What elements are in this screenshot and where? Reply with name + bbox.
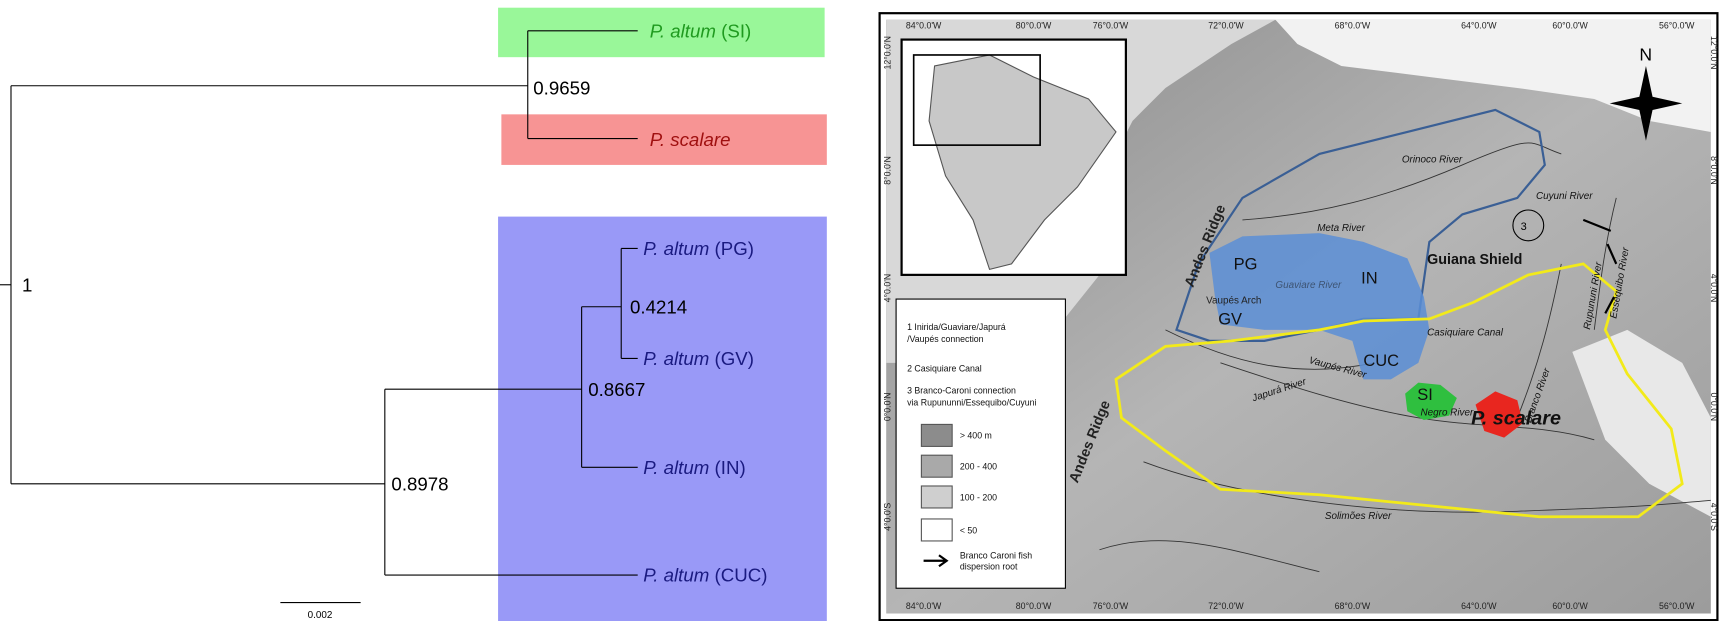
longitude-label: 60°0.0'W xyxy=(1552,601,1588,611)
legend-note: via Rupununni/Essequibo/Cuyuni xyxy=(907,398,1036,408)
river-label: Orinoco River xyxy=(1402,155,1463,166)
longitude-label: 64°0.0'W xyxy=(1461,601,1497,611)
figure-content: P. altum (SI) P. scalare P. altum (PG) P… xyxy=(0,8,1719,621)
legend-note: /Vaupés connection xyxy=(907,334,984,344)
legend-swatch xyxy=(921,519,952,541)
region-label: CUC xyxy=(1363,352,1399,370)
tip-label: P. altum (CUC) xyxy=(643,565,767,586)
region-label: PG xyxy=(1234,255,1258,273)
latitude-label: 8°0.0'N xyxy=(1709,156,1719,185)
longitude-label: 80°0.0'W xyxy=(1016,21,1052,31)
tip-label: P. altum (IN) xyxy=(643,457,745,478)
legend-label: 100 - 200 xyxy=(960,492,997,502)
legend-swatch xyxy=(921,455,952,477)
scale-label: 0.002 xyxy=(308,610,333,621)
longitude-label: 68°0.0'W xyxy=(1335,21,1371,31)
connection-number: 3 xyxy=(1521,221,1527,233)
legend-label: > 400 m xyxy=(960,431,992,441)
longitude-label: 84°0.0'W xyxy=(906,21,942,31)
longitude-label: 84°0.0'W xyxy=(906,601,942,611)
legend-swatch xyxy=(921,424,952,446)
longitude-label: 56°0.0'W xyxy=(1659,601,1695,611)
longitude-label: 60°0.0'W xyxy=(1552,21,1588,31)
river-label: Guaviare River xyxy=(1275,280,1342,291)
latitude-label: 0°0.0'N xyxy=(883,393,893,422)
tip-label: P. scalare xyxy=(650,129,731,150)
legend-label: 200 - 400 xyxy=(960,461,997,471)
legend-swatch xyxy=(921,486,952,508)
latitude-label: 4°0.0'S xyxy=(1709,503,1719,531)
latitude-label: 0°0.0'N xyxy=(1709,393,1719,422)
latitude-label: 12°0.0'N xyxy=(1709,36,1719,70)
support-value: 0.8667 xyxy=(588,379,645,400)
feature-label: Guiana Shield xyxy=(1427,252,1522,268)
north-label: N xyxy=(1639,44,1652,64)
longitude-label: 72°0.0'W xyxy=(1208,21,1244,31)
legend-note: 1 Inirida/Guaviare/Japurá xyxy=(907,322,1006,332)
legend-label: < 50 xyxy=(960,525,977,535)
region-label: IN xyxy=(1361,270,1378,288)
legend-label: Branco Caroni fish xyxy=(960,551,1032,561)
river-label: Cuyuni River xyxy=(1536,191,1593,202)
support-value: 1 xyxy=(22,274,32,295)
longitude-label: 64°0.0'W xyxy=(1461,21,1497,31)
river-label: Negro River xyxy=(1421,408,1474,419)
legend-note: 2 Casiquiare Canal xyxy=(907,364,982,374)
figure: P. altum (SI) P. scalare P. altum (PG) P… xyxy=(0,0,1724,621)
longitude-label: 80°0.0'W xyxy=(1016,601,1052,611)
support-value: 0.4214 xyxy=(630,296,687,317)
longitude-label: 72°0.0'W xyxy=(1208,601,1244,611)
feature-label: Vaupés Arch xyxy=(1206,295,1261,306)
support-value: 0.9659 xyxy=(533,78,590,99)
legend-note: 3 Branco-Caroni connection xyxy=(907,386,1016,396)
longitude-label: 68°0.0'W xyxy=(1335,601,1371,611)
tip-label: P. altum (SI) xyxy=(650,20,751,41)
legend-label: dispersion root xyxy=(960,562,1018,572)
river-label: Solimões River xyxy=(1325,511,1392,522)
river-label: Meta River xyxy=(1317,223,1365,234)
tip-label: P. altum (GV) xyxy=(643,348,754,369)
longitude-label: 56°0.0'W xyxy=(1659,21,1695,31)
tip-label: P. altum (PG) xyxy=(643,238,754,259)
longitude-label: 76°0.0'W xyxy=(1093,21,1129,31)
longitude-label: 76°0.0'W xyxy=(1093,601,1129,611)
latitude-label: 4°0.0'N xyxy=(883,274,893,303)
river-label: Casiquiare Canal xyxy=(1427,327,1504,338)
region-label: P. scalare xyxy=(1471,407,1561,429)
latitude-label: 8°0.0'N xyxy=(883,156,893,185)
region-label: SI xyxy=(1417,386,1433,404)
latitude-label: 4°0.0'S xyxy=(883,503,893,531)
support-value: 0.8978 xyxy=(391,473,448,494)
altum-highlight xyxy=(498,217,827,621)
latitude-label: 12°0.0'N xyxy=(883,36,893,70)
region-label: GV xyxy=(1218,310,1242,328)
latitude-label: 4°0.0'N xyxy=(1709,274,1719,303)
